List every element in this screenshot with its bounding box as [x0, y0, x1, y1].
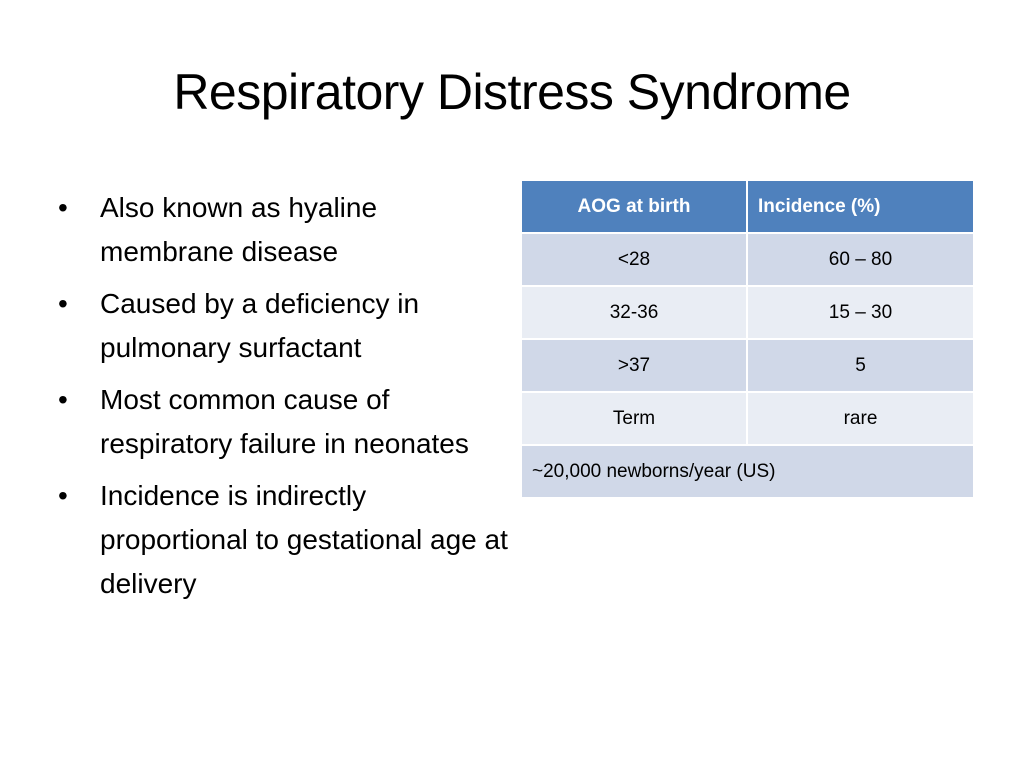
bullet-item: • Most common cause of respiratory failu… — [58, 378, 508, 466]
bullet-item: • Also known as hyaline membrane disease — [58, 186, 508, 274]
bullet-text: Caused by a deficiency in pulmonary surf… — [100, 288, 420, 363]
table-cell-incidence: 5 — [746, 338, 975, 393]
table-cell-aog: <28 — [520, 232, 748, 287]
table-footnote-row: ~20,000 newborns/year (US) — [520, 444, 975, 499]
table-cell-incidence: rare — [746, 391, 975, 446]
table-cell-aog: Term — [520, 391, 748, 446]
table-cell-aog: 32-36 — [520, 285, 748, 340]
bullet-dot-icon: • — [58, 192, 68, 223]
column-header-incidence: Incidence (%) — [746, 179, 975, 234]
table-footnote: ~20,000 newborns/year (US) — [520, 444, 975, 499]
table-row: Term rare — [520, 391, 975, 446]
table-cell-incidence: 15 – 30 — [746, 285, 975, 340]
slide-title: Respiratory Distress Syndrome — [173, 64, 851, 120]
table-row: >37 5 — [520, 338, 975, 393]
table-cell-aog: >37 — [520, 338, 748, 393]
bullet-text: Also known as hyaline membrane disease — [100, 192, 378, 267]
table-row: <28 60 – 80 — [520, 232, 975, 287]
column-header-aog: AOG at birth — [520, 179, 748, 234]
bullet-item: • Incidence is indirectly proportional t… — [58, 474, 508, 606]
bullet-list: • Also known as hyaline membrane disease… — [58, 186, 508, 614]
incidence-table-container: AOG at birth Incidence (%) <28 60 – 80 3… — [520, 179, 975, 499]
bullet-dot-icon: • — [58, 480, 68, 511]
table-row: 32-36 15 – 30 — [520, 285, 975, 340]
bullet-text: Most common cause of respiratory failure… — [100, 384, 469, 459]
table-cell-incidence: 60 – 80 — [746, 232, 975, 287]
incidence-table: AOG at birth Incidence (%) <28 60 – 80 3… — [520, 179, 975, 499]
bullet-item: • Caused by a deficiency in pulmonary su… — [58, 282, 508, 370]
bullet-dot-icon: • — [58, 384, 68, 415]
bullet-dot-icon: • — [58, 288, 68, 319]
bullet-text: Incidence is indirectly proportional to … — [100, 480, 508, 599]
table-header-row: AOG at birth Incidence (%) — [520, 179, 975, 234]
